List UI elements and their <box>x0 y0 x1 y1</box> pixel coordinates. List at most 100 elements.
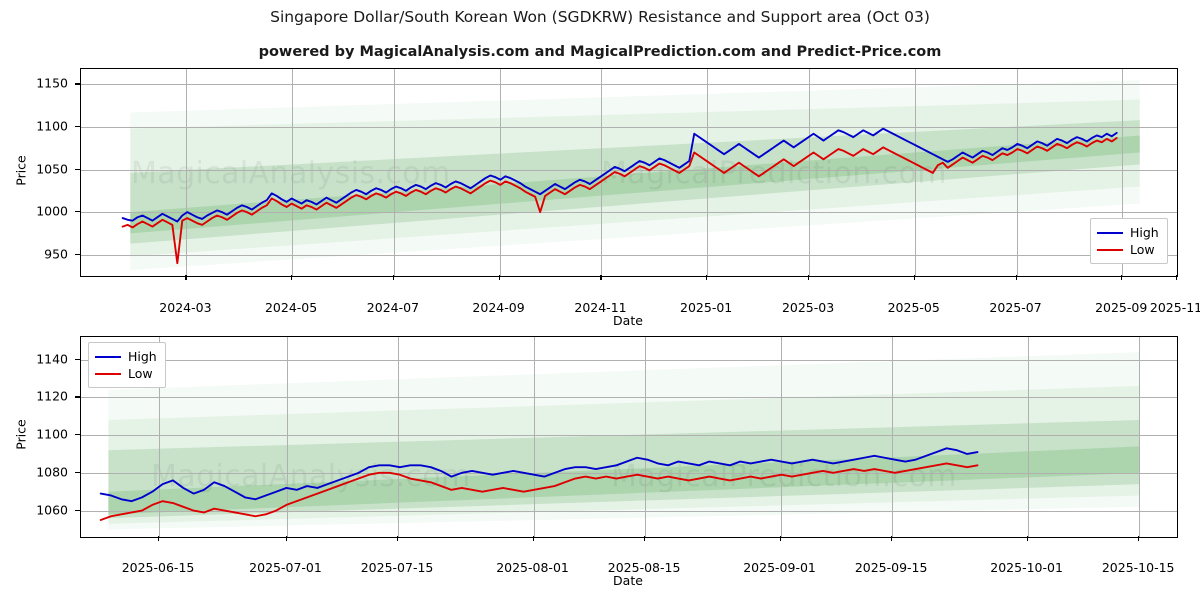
y-axis-tick-label: 1060 <box>36 502 68 518</box>
x-tick-mark <box>644 536 646 541</box>
x-tick-mark <box>397 536 399 541</box>
x-axis-tick-label: 2025-08-01 <box>496 560 569 575</box>
legend-label: Low <box>128 366 153 381</box>
gridline-horizontal <box>81 510 1177 512</box>
y-tick-mark <box>75 358 80 360</box>
y-tick-mark <box>75 125 80 128</box>
recent-panel-band-inner <box>108 420 1140 519</box>
legend-label: Low <box>1130 242 1155 257</box>
gridline-vertical <box>1139 337 1141 537</box>
x-tick-mark <box>291 275 293 280</box>
x-axis-title: Date <box>613 573 643 588</box>
y-axis-tick-label: 1150 <box>36 75 68 91</box>
x-tick-mark <box>891 536 893 541</box>
gridline-vertical <box>398 337 400 537</box>
x-axis-tick-label: 2025-01 <box>680 300 733 315</box>
gridline-vertical <box>645 337 647 537</box>
legend-swatch-low-icon <box>1097 248 1123 251</box>
x-axis-tick-label: 2025-07 <box>989 300 1042 315</box>
y-axis-tick-label: 1080 <box>36 464 68 480</box>
gridline-vertical <box>499 69 501 276</box>
history-panel-legend[interactable]: High Low <box>1090 218 1168 264</box>
x-tick-mark <box>1015 275 1017 280</box>
y-tick-mark <box>75 509 80 511</box>
x-axis-tick-label: 2025-06-15 <box>121 560 195 575</box>
gridline-horizontal <box>81 212 1177 214</box>
x-tick-mark <box>498 275 500 280</box>
legend-item-high[interactable]: High <box>95 348 157 365</box>
recent-panel-band-core <box>108 446 1140 515</box>
x-tick-mark <box>1138 536 1140 541</box>
y-tick-mark <box>75 211 80 213</box>
recent-panel-series-low <box>99 462 979 521</box>
gridline-vertical <box>1016 69 1018 276</box>
x-tick-mark <box>158 536 160 541</box>
recent-panel-series-high <box>99 447 979 503</box>
y-axis-tick-label: 1000 <box>36 203 68 219</box>
gridline-horizontal <box>81 397 1177 399</box>
gridline-horizontal <box>81 472 1177 474</box>
gridline-vertical <box>533 337 535 537</box>
x-axis-tick-label: 2024-07 <box>366 300 420 315</box>
gridline-vertical <box>393 69 395 276</box>
history-panel-band-core <box>130 135 1140 234</box>
x-tick-mark <box>913 275 915 280</box>
y-axis-tick-label: 1140 <box>36 351 68 367</box>
x-tick-mark <box>185 275 187 280</box>
recent-panel-band-layer <box>108 352 1140 530</box>
gridline-horizontal <box>81 84 1177 86</box>
x-tick-mark <box>779 536 781 541</box>
x-axis-tick-label: 2025-09-01 <box>743 560 816 575</box>
gridline-vertical <box>286 337 288 537</box>
x-axis-title: Date <box>613 313 643 328</box>
x-tick-mark <box>285 536 287 541</box>
recent-panel-legend[interactable]: High Low <box>88 342 166 388</box>
history-panel-series-layer <box>121 127 1118 265</box>
x-tick-mark <box>1176 275 1178 280</box>
x-tick-mark <box>600 275 602 280</box>
gridline-vertical <box>914 69 916 276</box>
y-tick-mark <box>75 253 80 255</box>
legend-swatch-high-icon <box>1097 231 1123 234</box>
x-axis-tick-label: 2024-11 <box>574 300 627 315</box>
x-axis-tick-label: 2025-05 <box>887 300 940 315</box>
legend-label: High <box>1130 225 1159 240</box>
history-panel-series-high <box>121 127 1118 223</box>
gridline-vertical <box>292 69 294 276</box>
x-axis-tick-label: 2025-10-01 <box>990 560 1063 575</box>
y-tick-mark <box>75 396 80 398</box>
gridline-horizontal <box>81 126 1177 128</box>
legend-item-low[interactable]: Low <box>95 365 157 382</box>
gridline-horizontal <box>81 254 1177 256</box>
legend-item-high[interactable]: High <box>1097 224 1159 241</box>
page-title: Singapore Dollar/South Korean Won (SGDKR… <box>270 8 930 26</box>
recent-panel-plot-area: MagicalAnalysis.comMagicalPrediction.com <box>80 336 1178 538</box>
gridline-vertical <box>892 337 894 537</box>
gridline-horizontal <box>81 359 1177 361</box>
x-tick-mark <box>706 275 708 280</box>
gridline-horizontal <box>81 169 1177 171</box>
legend-item-low[interactable]: Low <box>1097 241 1159 258</box>
x-axis-tick-label: 2025-03 <box>781 300 835 315</box>
y-tick-mark <box>75 434 80 436</box>
y-axis-tick-label: 1120 <box>36 388 68 404</box>
page-subtitle: powered by MagicalAnalysis.com and Magic… <box>258 44 942 60</box>
x-tick-mark <box>1026 536 1028 541</box>
legend-swatch-high-icon <box>95 355 121 358</box>
y-tick-mark <box>75 471 80 474</box>
gridline-vertical <box>186 69 188 276</box>
y-axis-title: Price <box>13 419 29 450</box>
x-axis-tick-label: 2025-08-15 <box>607 560 681 575</box>
gridline-vertical <box>780 337 782 537</box>
x-axis-tick-label: 2024-05 <box>264 300 318 315</box>
legend-swatch-low-icon <box>95 372 121 375</box>
y-tick-mark <box>75 168 80 170</box>
legend-label: High <box>128 349 157 364</box>
gridline-vertical <box>809 69 811 276</box>
y-axis-tick-label: 1050 <box>36 161 68 177</box>
gridline-vertical <box>601 69 603 276</box>
gridline-vertical <box>1122 69 1124 276</box>
x-axis-tick-label: 2025-09-15 <box>854 560 928 575</box>
